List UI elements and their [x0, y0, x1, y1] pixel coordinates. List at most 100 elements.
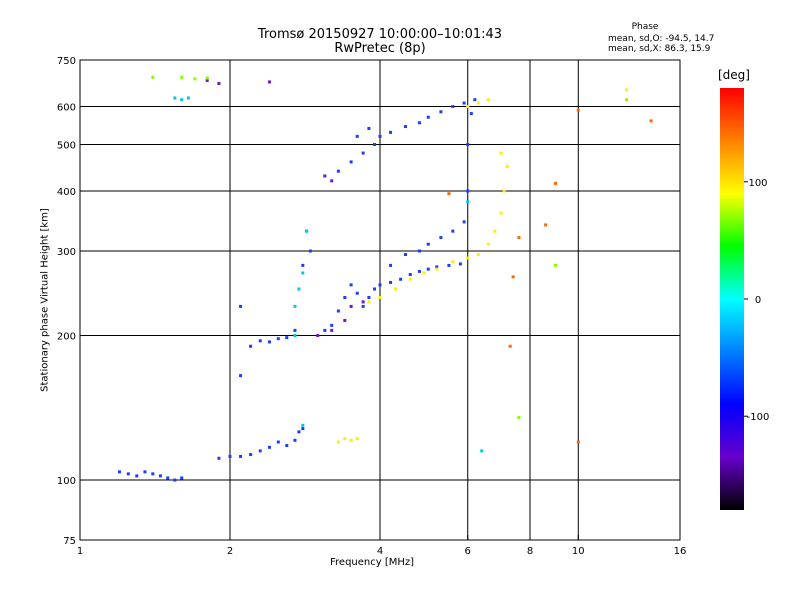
data-point [517, 415, 521, 419]
data-point [422, 271, 426, 275]
x-tick-label: 10 [572, 546, 585, 557]
x-tick-label: 1 [77, 546, 83, 557]
data-point [417, 121, 421, 125]
data-point [205, 76, 209, 80]
data-point [466, 200, 470, 204]
data-point [217, 456, 221, 460]
data-point [301, 271, 305, 275]
data-point [435, 267, 439, 271]
data-point [301, 423, 305, 427]
data-point [205, 78, 209, 82]
y-tick-label: 300 [57, 247, 76, 258]
x-axis-ticks: 1 2 4 6 8 10 16 [77, 535, 686, 557]
data-point [399, 277, 403, 281]
data-point [336, 440, 340, 444]
data-point [239, 374, 243, 378]
data-point [267, 340, 271, 344]
y-tick-label: 600 [57, 103, 76, 114]
data-point [126, 472, 130, 476]
y-tick-label: 750 [57, 56, 76, 67]
data-point [249, 453, 253, 457]
data-point [267, 80, 271, 84]
x-tick-label: 2 [227, 546, 233, 557]
data-point [451, 229, 455, 233]
data-point [349, 304, 353, 308]
data-point [117, 470, 121, 474]
data-point [258, 449, 262, 453]
data-point [361, 151, 365, 155]
data-point [330, 179, 334, 183]
y-axis-ticks: 75 100 200 300 400 500 600 750 [57, 56, 85, 547]
data-point [343, 318, 347, 322]
phase-stats-o: mean, sd,O: -94.5, 14.7 [608, 34, 715, 44]
data-point [323, 174, 327, 178]
y-tick-label: 75 [63, 536, 76, 547]
data-point [143, 470, 147, 474]
data-point [462, 220, 466, 224]
data-point [361, 304, 365, 308]
data-point [193, 77, 197, 81]
data-point [447, 192, 451, 196]
data-point [158, 474, 162, 478]
x-tick-label: 6 [465, 546, 471, 557]
data-point [476, 253, 480, 257]
data-point [451, 105, 455, 109]
phase-stats-title: Phase [631, 22, 659, 32]
data-point [469, 112, 473, 116]
data-point [355, 437, 359, 441]
data-point [476, 101, 480, 105]
data-point [417, 249, 421, 253]
data-point [349, 160, 353, 164]
data-point [301, 427, 305, 431]
data-point [511, 275, 515, 279]
data-point [180, 75, 184, 79]
data-point [173, 96, 177, 100]
data-point [499, 151, 503, 155]
data-point [417, 269, 421, 273]
data-point [367, 126, 371, 130]
data-point [486, 242, 490, 246]
data-point [276, 337, 280, 341]
data-point [486, 98, 490, 102]
data-point [173, 478, 177, 482]
data-point [378, 283, 382, 287]
data-point [305, 229, 309, 233]
data-point [408, 277, 412, 281]
data-point [435, 265, 439, 269]
colorbar-tick-label: 100 [748, 178, 767, 189]
phase-stats-x: mean, sd,X: 86.3, 15.9 [608, 44, 711, 54]
data-point [466, 143, 470, 147]
colorbar-tick-label: 0 [755, 295, 761, 306]
y-axis-label: Stationary phase Virtual Height [km] [39, 208, 51, 392]
x-tick-label: 4 [377, 546, 383, 557]
data-point [249, 344, 253, 348]
data-point [239, 304, 243, 308]
data-point [462, 101, 466, 105]
data-point [508, 344, 512, 348]
data-point [466, 256, 470, 260]
y-tick-label: 100 [57, 476, 76, 487]
data-point [403, 253, 407, 257]
data-point [293, 328, 297, 332]
data-point [480, 449, 484, 453]
data-point [285, 444, 289, 448]
data-point [217, 82, 221, 86]
data-point [343, 296, 347, 300]
data-point [426, 267, 430, 271]
data-point [323, 328, 327, 332]
data-point [308, 249, 312, 253]
data-point [576, 440, 580, 444]
x-tick-label: 8 [527, 546, 533, 557]
data-point [180, 476, 184, 480]
data-point [439, 110, 443, 114]
data-point [349, 283, 353, 287]
data-point [544, 223, 548, 227]
data-point [330, 328, 334, 332]
data-point [367, 296, 371, 300]
data-points [117, 75, 653, 482]
data-point [553, 181, 557, 185]
data-point [408, 273, 412, 277]
data-point [426, 115, 430, 119]
data-point [367, 300, 371, 304]
